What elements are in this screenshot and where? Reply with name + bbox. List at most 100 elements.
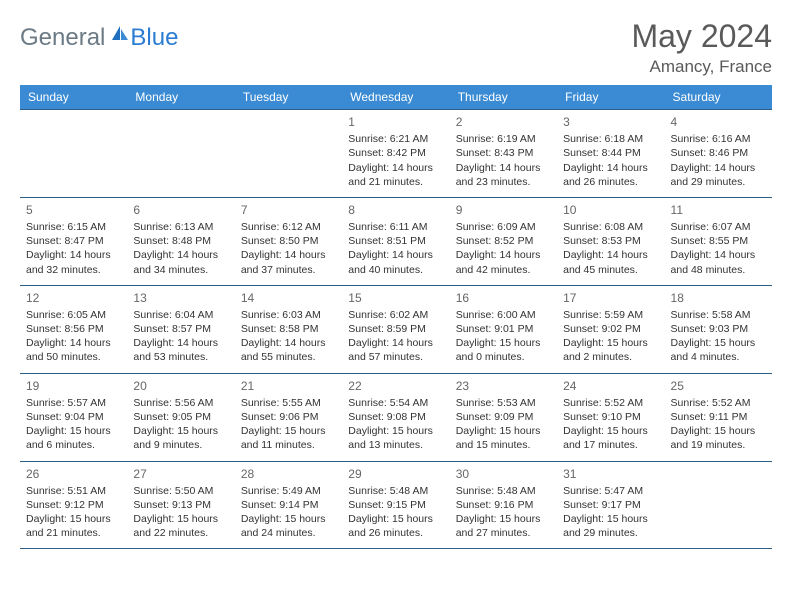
daylight-text: Daylight: 14 hours and 34 minutes. bbox=[133, 248, 228, 276]
daylight-text: Daylight: 15 hours and 19 minutes. bbox=[671, 424, 766, 452]
calendar-day-cell: 15Sunrise: 6:02 AMSunset: 8:59 PMDayligh… bbox=[342, 285, 449, 373]
calendar-day-cell: 4Sunrise: 6:16 AMSunset: 8:46 PMDaylight… bbox=[665, 110, 772, 198]
sunrise-text: Sunrise: 5:49 AM bbox=[241, 484, 336, 498]
day-number: 30 bbox=[456, 466, 551, 482]
sunset-text: Sunset: 9:11 PM bbox=[671, 410, 766, 424]
sunset-text: Sunset: 8:48 PM bbox=[133, 234, 228, 248]
daylight-text: Daylight: 15 hours and 21 minutes. bbox=[26, 512, 121, 540]
sunset-text: Sunset: 8:59 PM bbox=[348, 322, 443, 336]
sunset-text: Sunset: 8:44 PM bbox=[563, 146, 658, 160]
sunrise-text: Sunrise: 5:47 AM bbox=[563, 484, 658, 498]
sunrise-text: Sunrise: 6:04 AM bbox=[133, 308, 228, 322]
day-header: Tuesday bbox=[235, 85, 342, 110]
daylight-text: Daylight: 15 hours and 4 minutes. bbox=[671, 336, 766, 364]
daylight-text: Daylight: 15 hours and 24 minutes. bbox=[241, 512, 336, 540]
calendar-day-cell: 11Sunrise: 6:07 AMSunset: 8:55 PMDayligh… bbox=[665, 197, 772, 285]
calendar-day-cell: 2Sunrise: 6:19 AMSunset: 8:43 PMDaylight… bbox=[450, 110, 557, 198]
daylight-text: Daylight: 15 hours and 13 minutes. bbox=[348, 424, 443, 452]
day-header: Saturday bbox=[665, 85, 772, 110]
day-number: 3 bbox=[563, 114, 658, 130]
day-number: 29 bbox=[348, 466, 443, 482]
day-header: Thursday bbox=[450, 85, 557, 110]
calendar-day-cell: 17Sunrise: 5:59 AMSunset: 9:02 PMDayligh… bbox=[557, 285, 664, 373]
sunrise-text: Sunrise: 5:52 AM bbox=[563, 396, 658, 410]
sunrise-text: Sunrise: 6:05 AM bbox=[26, 308, 121, 322]
sunset-text: Sunset: 8:43 PM bbox=[456, 146, 551, 160]
logo-text-blue: Blue bbox=[130, 24, 178, 52]
page-header: General Blue May 2024 Amancy, France bbox=[20, 18, 772, 77]
calendar-day-cell: 3Sunrise: 6:18 AMSunset: 8:44 PMDaylight… bbox=[557, 110, 664, 198]
day-number: 26 bbox=[26, 466, 121, 482]
day-number: 16 bbox=[456, 290, 551, 306]
sunset-text: Sunset: 9:04 PM bbox=[26, 410, 121, 424]
sunset-text: Sunset: 9:03 PM bbox=[671, 322, 766, 336]
sunrise-text: Sunrise: 6:00 AM bbox=[456, 308, 551, 322]
day-number: 19 bbox=[26, 378, 121, 394]
calendar-day-cell: 26Sunrise: 5:51 AMSunset: 9:12 PMDayligh… bbox=[20, 461, 127, 549]
daylight-text: Daylight: 14 hours and 42 minutes. bbox=[456, 248, 551, 276]
day-number: 1 bbox=[348, 114, 443, 130]
sunrise-text: Sunrise: 6:19 AM bbox=[456, 132, 551, 146]
sunrise-text: Sunrise: 6:13 AM bbox=[133, 220, 228, 234]
day-number: 9 bbox=[456, 202, 551, 218]
sunrise-text: Sunrise: 5:51 AM bbox=[26, 484, 121, 498]
day-number: 2 bbox=[456, 114, 551, 130]
sunrise-text: Sunrise: 6:08 AM bbox=[563, 220, 658, 234]
daylight-text: Daylight: 14 hours and 26 minutes. bbox=[563, 161, 658, 189]
sunrise-text: Sunrise: 5:53 AM bbox=[456, 396, 551, 410]
day-number: 28 bbox=[241, 466, 336, 482]
calendar-day-cell: 14Sunrise: 6:03 AMSunset: 8:58 PMDayligh… bbox=[235, 285, 342, 373]
day-number: 6 bbox=[133, 202, 228, 218]
sunset-text: Sunset: 9:09 PM bbox=[456, 410, 551, 424]
daylight-text: Daylight: 15 hours and 17 minutes. bbox=[563, 424, 658, 452]
sunrise-text: Sunrise: 6:21 AM bbox=[348, 132, 443, 146]
location-label: Amancy, France bbox=[631, 57, 772, 77]
day-number: 14 bbox=[241, 290, 336, 306]
daylight-text: Daylight: 14 hours and 53 minutes. bbox=[133, 336, 228, 364]
sunrise-text: Sunrise: 5:57 AM bbox=[26, 396, 121, 410]
calendar-table: SundayMondayTuesdayWednesdayThursdayFrid… bbox=[20, 85, 772, 549]
daylight-text: Daylight: 15 hours and 6 minutes. bbox=[26, 424, 121, 452]
sunrise-text: Sunrise: 5:58 AM bbox=[671, 308, 766, 322]
day-number: 21 bbox=[241, 378, 336, 394]
sunset-text: Sunset: 9:14 PM bbox=[241, 498, 336, 512]
calendar-day-cell: 18Sunrise: 5:58 AMSunset: 9:03 PMDayligh… bbox=[665, 285, 772, 373]
calendar-day-cell: 9 Sunrise: 6:09 AMSunset: 8:52 PMDaylight… bbox=[450, 197, 557, 285]
sunset-text: Sunset: 8:55 PM bbox=[671, 234, 766, 248]
daylight-text: Daylight: 14 hours and 57 minutes. bbox=[348, 336, 443, 364]
sunset-text: Sunset: 9:01 PM bbox=[456, 322, 551, 336]
calendar-empty-cell bbox=[235, 110, 342, 198]
sunset-text: Sunset: 9:15 PM bbox=[348, 498, 443, 512]
calendar-day-cell: 27Sunrise: 5:50 AMSunset: 9:13 PMDayligh… bbox=[127, 461, 234, 549]
sunset-text: Sunset: 9:16 PM bbox=[456, 498, 551, 512]
daylight-text: Daylight: 15 hours and 15 minutes. bbox=[456, 424, 551, 452]
day-number: 23 bbox=[456, 378, 551, 394]
calendar-empty-cell bbox=[127, 110, 234, 198]
calendar-empty-cell bbox=[20, 110, 127, 198]
calendar-day-cell: 30Sunrise: 5:48 AMSunset: 9:16 PMDayligh… bbox=[450, 461, 557, 549]
sunset-text: Sunset: 9:17 PM bbox=[563, 498, 658, 512]
sunset-text: Sunset: 8:47 PM bbox=[26, 234, 121, 248]
calendar-day-cell: 24Sunrise: 5:52 AMSunset: 9:10 PMDayligh… bbox=[557, 373, 664, 461]
day-number: 24 bbox=[563, 378, 658, 394]
day-header-row: SundayMondayTuesdayWednesdayThursdayFrid… bbox=[20, 85, 772, 110]
calendar-day-cell: 23 Sunrise: 5:53 AMSunset: 9:09 PMDayligh… bbox=[450, 373, 557, 461]
calendar-day-cell: 5Sunrise: 6:15 AMSunset: 8:47 PMDaylight… bbox=[20, 197, 127, 285]
logo-text-general: General bbox=[20, 24, 105, 52]
daylight-text: Daylight: 14 hours and 29 minutes. bbox=[671, 161, 766, 189]
calendar-day-cell: 13Sunrise: 6:04 AMSunset: 8:57 PMDayligh… bbox=[127, 285, 234, 373]
day-header: Wednesday bbox=[342, 85, 449, 110]
calendar-day-cell: 31Sunrise: 5:47 AMSunset: 9:17 PMDayligh… bbox=[557, 461, 664, 549]
sunrise-text: Sunrise: 6:09 AM bbox=[456, 220, 551, 234]
daylight-text: Daylight: 14 hours and 48 minutes. bbox=[671, 248, 766, 276]
sunrise-text: Sunrise: 6:12 AM bbox=[241, 220, 336, 234]
sunset-text: Sunset: 8:57 PM bbox=[133, 322, 228, 336]
sunset-text: Sunset: 8:42 PM bbox=[348, 146, 443, 160]
daylight-text: Daylight: 14 hours and 21 minutes. bbox=[348, 161, 443, 189]
sunset-text: Sunset: 8:52 PM bbox=[456, 234, 551, 248]
day-number: 20 bbox=[133, 378, 228, 394]
day-header: Sunday bbox=[20, 85, 127, 110]
calendar-week-row: 26Sunrise: 5:51 AMSunset: 9:12 PMDayligh… bbox=[20, 461, 772, 549]
calendar-day-cell: 1 Sunrise: 6:21 AMSunset: 8:42 PMDaylight… bbox=[342, 110, 449, 198]
sunset-text: Sunset: 9:13 PM bbox=[133, 498, 228, 512]
